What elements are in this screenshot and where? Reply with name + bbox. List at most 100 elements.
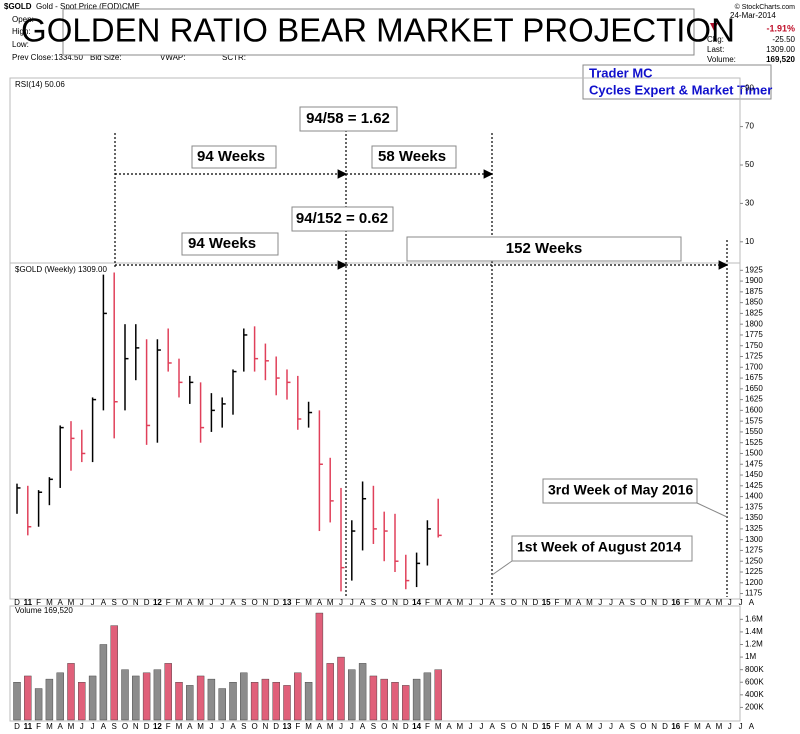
- x-tick-label: S: [371, 598, 376, 607]
- label: Bid Size:: [90, 53, 122, 62]
- volume-bar: [99, 644, 108, 721]
- author: Cycles Expert & Market Timer: [589, 82, 772, 97]
- x-tick-label: N: [133, 722, 139, 731]
- x-tick-label: N: [392, 722, 398, 731]
- label: High:: [12, 27, 31, 36]
- annotation: 94 Weeks: [188, 235, 256, 252]
- x-tick-label: O: [381, 598, 387, 607]
- annotation-box: [406, 236, 682, 262]
- x-tick-label: A: [576, 722, 582, 731]
- volume-bar: [175, 682, 183, 721]
- y-tick-label: 800K: [745, 665, 764, 674]
- x-tick-label: M: [68, 722, 75, 731]
- date: 24-Mar-2014: [730, 11, 776, 20]
- x-tick-label: F: [425, 722, 430, 731]
- y-tick-label: 1525: [745, 438, 763, 447]
- x-tick-label: J: [469, 598, 473, 607]
- x-tick-label: D: [533, 722, 539, 731]
- volume-bar: [24, 675, 32, 721]
- annotation-box: [181, 232, 279, 256]
- volume-bar: [348, 669, 356, 721]
- x-tick-label: A: [619, 722, 625, 731]
- title-box: [62, 8, 695, 56]
- x-tick-label: D: [662, 722, 668, 731]
- x-tick-label: F: [166, 598, 171, 607]
- x-tick-label: J: [479, 598, 483, 607]
- volume-bar: [186, 685, 194, 721]
- annotation-box: [542, 478, 698, 504]
- x-tick-label: F: [36, 598, 41, 607]
- volume-bar: [412, 678, 421, 721]
- annotation: 1st Week of August 2014: [517, 539, 681, 555]
- callout-line: [696, 502, 728, 518]
- x-tick-label: J: [598, 722, 602, 731]
- x-tick-label: F: [555, 598, 560, 607]
- volume-bar: [391, 682, 399, 721]
- annotation-box: [291, 206, 394, 232]
- x-tick-label: D: [14, 598, 20, 607]
- x-tick-label: O: [251, 598, 257, 607]
- y-tick-label: 1425: [745, 481, 763, 490]
- x-tick-label: J: [739, 722, 743, 731]
- x-tick-label: J: [469, 722, 473, 731]
- x-tick-label: 16: [671, 598, 680, 607]
- x-tick-label: N: [522, 598, 528, 607]
- x-tick-label: M: [716, 598, 723, 607]
- y-tick-label: 1875: [745, 287, 763, 296]
- x-tick-label: M: [435, 722, 442, 731]
- volume-bar: [78, 682, 86, 721]
- x-tick-label: S: [112, 598, 117, 607]
- volume-bar: [13, 682, 21, 721]
- x-tick-label: A: [490, 598, 496, 607]
- volume-bar: [423, 672, 432, 721]
- x-tick-label: J: [209, 722, 213, 731]
- y-tick-label: 1650: [745, 384, 763, 393]
- panel-title: $GOLD (Weekly) 1309.00: [15, 265, 107, 274]
- x-tick-label: F: [684, 598, 689, 607]
- volume-bar: [358, 663, 367, 721]
- y-tick-label: 1600: [745, 405, 763, 414]
- y-tick-label: 400K: [745, 690, 764, 699]
- x-tick-label: A: [230, 722, 236, 731]
- y-tick-label: 1.2M: [745, 640, 763, 649]
- x-tick-label: N: [651, 598, 657, 607]
- x-tick-label: D: [144, 722, 150, 731]
- x-tick-label: S: [112, 722, 117, 731]
- x-tick-label: 11: [24, 598, 33, 607]
- y-tick-label: 1900: [745, 276, 763, 285]
- annotation-box: [299, 106, 398, 132]
- label: Open:: [12, 15, 34, 24]
- x-tick-label: M: [197, 722, 204, 731]
- x-tick-label: O: [640, 598, 646, 607]
- y-tick-label: 1200: [745, 578, 763, 587]
- x-tick-label: A: [490, 722, 496, 731]
- y-tick-label: 1925: [745, 265, 763, 274]
- x-tick-label: J: [609, 722, 613, 731]
- x-tick-label: O: [511, 722, 517, 731]
- volume-bar: [45, 678, 54, 721]
- x-tick-label: A: [706, 598, 712, 607]
- x-tick-label: M: [327, 722, 334, 731]
- y-tick-label: 1325: [745, 524, 763, 533]
- volume-bar: [110, 625, 118, 721]
- annotation-box: [511, 535, 693, 562]
- x-tick-label: 12: [153, 598, 162, 607]
- value: 169,520: [766, 55, 795, 64]
- x-tick-label: O: [122, 598, 128, 607]
- y-tick-label: 1850: [745, 298, 763, 307]
- y-tick-label: 1575: [745, 416, 763, 425]
- volume-bar: [153, 669, 162, 721]
- x-tick-label: S: [500, 598, 505, 607]
- volume-bar: [121, 669, 129, 721]
- x-tick-label: M: [305, 598, 312, 607]
- annotation-box: [191, 145, 277, 169]
- y-tick-label: 1775: [745, 330, 763, 339]
- x-tick-label: 14: [412, 722, 421, 731]
- x-tick-label: J: [339, 598, 343, 607]
- x-tick-label: N: [392, 598, 398, 607]
- value: 1309.00: [766, 45, 795, 54]
- x-tick-label: A: [58, 722, 64, 731]
- x-tick-label: S: [630, 722, 635, 731]
- annotation-box: [371, 145, 457, 169]
- x-tick-label: A: [58, 598, 64, 607]
